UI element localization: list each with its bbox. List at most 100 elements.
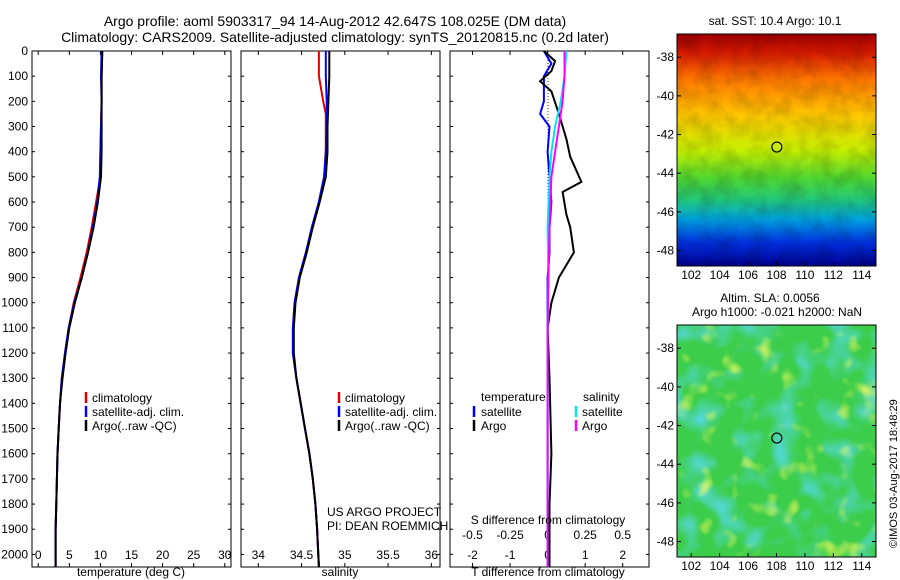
temperature-series (54, 50, 104, 567)
legend-header-salinity: salinity (583, 390, 620, 404)
map-y-tick-label: -40 (657, 380, 675, 394)
depth-tick-label: 2000 (1, 547, 28, 561)
series-line-climatology (54, 50, 104, 567)
depth-tick-label: 900 (8, 271, 28, 285)
x-tick-label: 25 (187, 548, 201, 562)
map-x-tick-label: 108 (766, 268, 786, 282)
map-x-tick-label: 114 (852, 559, 871, 573)
difference-top-x-label: S difference from climatology (471, 513, 626, 527)
map-x-tick-label: 104 (710, 559, 730, 573)
figure-title-line1: Argo profile: aoml 5903317_94 14-Aug-201… (103, 13, 567, 29)
argo-position-marker (771, 141, 783, 153)
depth-tick-label: 600 (8, 195, 28, 209)
map-x-tick-label: 102 (681, 268, 701, 282)
map-y-tick-label: -46 (657, 496, 675, 510)
argo-position-marker (771, 432, 783, 444)
sst-map-title: sat. SST: 10.4 Argo: 10.1 (709, 14, 842, 28)
x-tick-label: -1 (505, 548, 516, 562)
series-line-argo-raw-qc- (54, 50, 104, 567)
x-tick-label: 5 (66, 548, 73, 562)
sla-field-yellow-texture (677, 325, 876, 557)
legend-label: satellite-adj. clim. (345, 405, 437, 419)
legend-label: climatology (92, 391, 152, 405)
x-tick-label: 30 (218, 548, 232, 562)
legend-label: Argo(..raw -QC) (345, 419, 430, 433)
series-line-salinity-argo (546, 51, 566, 567)
series-line-temperature-argo (538, 50, 583, 567)
map-x-tick-label: 114 (852, 268, 871, 282)
depth-tick-label: 300 (8, 120, 28, 134)
depth-tick-label: 1000 (1, 296, 28, 310)
salinity-legend: climatology satellite-adj. clim. Argo(..… (337, 391, 437, 433)
x-tick-label: 1 (582, 548, 589, 562)
salinity-x-label: salinity (322, 565, 359, 579)
depth-tick-label: 1100 (2, 321, 28, 335)
map-x-tick-label: 112 (824, 268, 843, 282)
sla-map-title-line2: Argo h1000: -0.021 h2000: NaN (692, 305, 862, 319)
sla-map-axes: 102 104 106 108 110 112 114 -38 -40 -42 -44 -46 -48 (657, 341, 876, 573)
x-tick-label: 34.5 (290, 548, 314, 562)
x-tick-label: -2 (467, 548, 478, 562)
salinity-plot-frame (240, 50, 441, 568)
map-x-tick-label: 106 (738, 268, 758, 282)
top-x-tick-label: -0.5 (462, 528, 483, 542)
map-y-tick-label: -48 (657, 535, 675, 549)
legend-label: satellite-adj. clim. (92, 405, 184, 419)
depth-tick-label: 1200 (1, 346, 28, 360)
map-x-tick-label: 102 (681, 559, 701, 573)
map-x-tick-label: 106 (738, 559, 758, 573)
legend-header-temperature: temperature (481, 390, 546, 404)
depth-tick-label: 800 (8, 245, 28, 259)
depth-tick-label: 1300 (1, 371, 28, 385)
temperature-x-axis: 0 5 10 15 20 25 30 (35, 51, 232, 567)
legend-label: satellite (582, 405, 623, 419)
project-annotation-line1: US ARGO PROJECT (327, 505, 442, 519)
depth-tick-label: 1900 (1, 522, 28, 536)
depth-tick-label: 400 (8, 145, 28, 159)
x-tick-label: 15 (125, 548, 139, 562)
map-y-tick-label: -44 (657, 457, 675, 471)
legend-label: satellite (481, 405, 522, 419)
map-x-tick-label: 110 (795, 559, 814, 573)
depth-tick-label: 200 (8, 94, 28, 108)
difference-x-axis: -2 -1 0 1 2-0.5 -0.25 0 0.25 0.5 (462, 51, 631, 567)
difference-legend: temperature salinity satellite Argo sate… (472, 390, 623, 433)
map-x-tick-label: 104 (710, 268, 730, 282)
depth-tick-label: 500 (8, 170, 28, 184)
depth-tick-label: 1600 (1, 447, 28, 461)
temperature-legend: climatology satellite-adj. clim. Argo(..… (84, 391, 184, 433)
series-line-satellite-adj-clim- (54, 50, 103, 567)
legend-label: climatology (345, 391, 405, 405)
sst-field-texture (677, 34, 876, 266)
legend-label: Argo (582, 419, 608, 433)
sst-map-axes: 102 104 106 108 110 112 114 -38 -40 -42 -44 -46 -48 (657, 50, 876, 282)
x-tick-label: 36 (425, 548, 439, 562)
series-line-climatology (291, 51, 327, 568)
map-y-tick-label: -44 (657, 166, 675, 180)
difference-x-label: T difference from climatology (471, 565, 625, 579)
map-x-tick-label: 108 (766, 559, 786, 573)
top-x-tick-label: -0.25 (496, 528, 524, 542)
series-line-argo-raw-qc- (292, 51, 331, 568)
top-x-tick-label: 0.5 (614, 528, 631, 542)
map-y-tick-label: -38 (657, 341, 675, 355)
imos-timestamp: ©IMOS 03-Aug-2017 18:48:29 (888, 399, 900, 548)
temperature-x-label: temperature (deg C) (77, 565, 185, 579)
salinity-series (291, 51, 331, 568)
depth-tick-label: 1700 (1, 472, 28, 486)
top-x-tick-label: 0.25 (573, 528, 597, 542)
depth-tick-label: 0 (21, 44, 28, 58)
x-tick-label: 10 (94, 548, 108, 562)
x-tick-label: 35 (338, 548, 352, 562)
map-x-tick-label: 112 (824, 559, 843, 573)
map-y-tick-label: -42 (657, 128, 675, 142)
figure-title-line2: Climatology: CARS2009. Satellite-adjuste… (61, 29, 609, 45)
map-y-tick-label: -40 (657, 89, 675, 103)
map-y-tick-label: -42 (657, 419, 675, 433)
depth-tick-label: 100 (8, 69, 28, 83)
x-tick-label: 34 (252, 548, 266, 562)
map-x-tick-label: 110 (795, 268, 814, 282)
legend-label: Argo (481, 419, 507, 433)
difference-series (538, 50, 583, 567)
